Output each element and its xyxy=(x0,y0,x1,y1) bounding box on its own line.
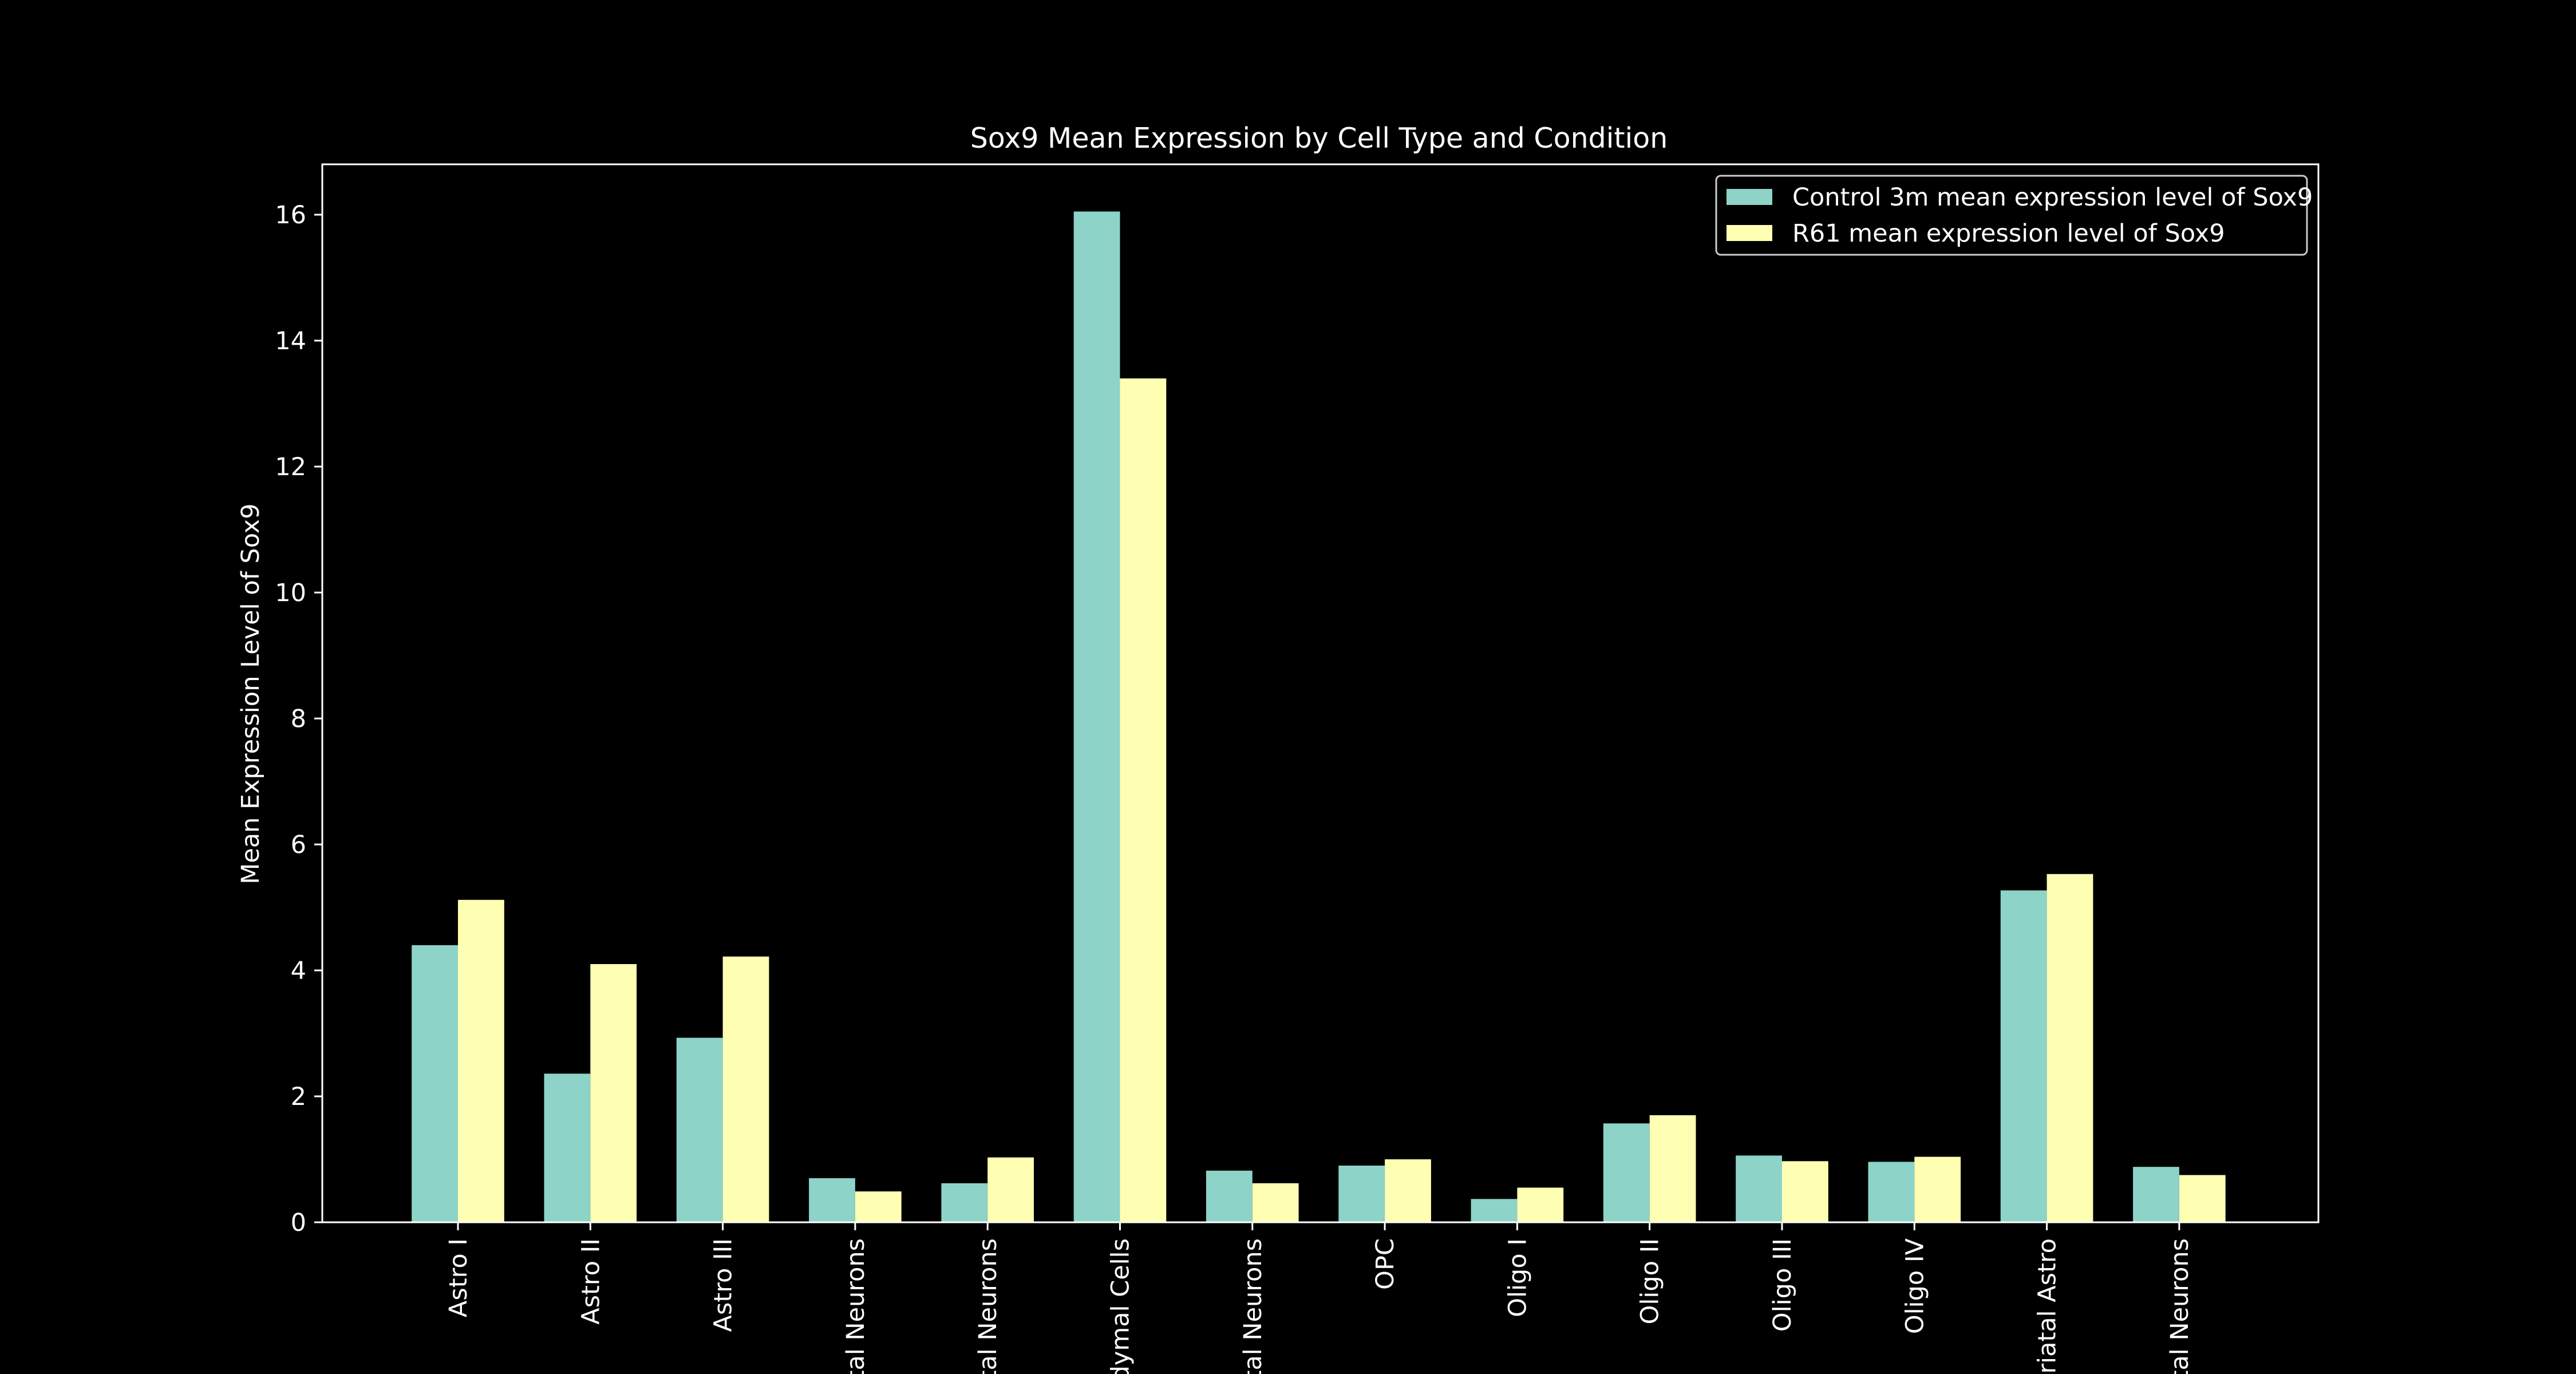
bar-series-1-1 xyxy=(412,945,458,1222)
bar-series-1-9 xyxy=(1471,1199,1518,1222)
x-tick-label: Astro II xyxy=(576,1238,605,1325)
y-tick-label: 12 xyxy=(275,453,306,481)
x-tick-label: dymal Cells xyxy=(1107,1238,1135,1374)
x-tick-label: Astro I xyxy=(444,1238,473,1317)
bar-series-2-12 xyxy=(1914,1156,1961,1222)
y-tick-label: 8 xyxy=(291,705,306,733)
bar-series-1-10 xyxy=(1603,1123,1650,1222)
y-tick-label: 14 xyxy=(275,327,306,356)
bar-series-1-5 xyxy=(941,1183,988,1222)
bar-series-1-3 xyxy=(676,1037,723,1222)
y-tick-label: 16 xyxy=(275,201,306,230)
bar-series-2-14 xyxy=(2179,1175,2226,1222)
bar-series-1-14 xyxy=(2133,1167,2179,1222)
x-tick-label: Astro III xyxy=(709,1238,738,1332)
bar-series-2-3 xyxy=(722,956,769,1222)
bar-series-1-7 xyxy=(1206,1170,1253,1222)
legend-label-2: R61 mean expression level of Sox9 xyxy=(1792,219,2225,248)
bar-series-2-4 xyxy=(855,1191,902,1222)
bar-series-2-1 xyxy=(458,899,504,1222)
bar-series-2-9 xyxy=(1517,1187,1564,1222)
legend: Control 3m mean expression level of Sox9… xyxy=(1715,175,2313,256)
legend-swatch-1 xyxy=(1726,189,1772,205)
bar-series-2-13 xyxy=(2046,874,2093,1222)
y-axis-label: Mean Expression Level of Sox9 xyxy=(236,503,265,884)
bars-layer xyxy=(412,211,2226,1222)
chart-title: Sox9 Mean Expression by Cell Type and Co… xyxy=(970,122,1668,155)
bar-series-2-11 xyxy=(1782,1161,1828,1222)
legend-swatch-2 xyxy=(1726,225,1772,241)
bar-series-1-13 xyxy=(2000,890,2047,1222)
y-tick-label: 6 xyxy=(291,831,306,859)
bar-series-2-8 xyxy=(1385,1159,1431,1222)
x-tick-label: triatal Astro xyxy=(2033,1238,2062,1374)
x-tick-label: Oligo III xyxy=(1768,1238,1797,1332)
bar-series-1-2 xyxy=(544,1073,591,1222)
y-tick-label: 2 xyxy=(291,1083,306,1111)
x-tick-label: Oligo IV xyxy=(1901,1238,1929,1334)
y-tick-label: 0 xyxy=(291,1209,306,1237)
bar-series-2-2 xyxy=(590,964,637,1222)
x-tick-label: Oligo I xyxy=(1503,1238,1532,1317)
y-tick-label: 10 xyxy=(275,579,306,607)
x-tick-label: Oligo II xyxy=(1636,1238,1665,1324)
axes-layer: 0 2 4 6 8 10 12 14 16 Astro I Astro II Astro III ita… xyxy=(275,163,2320,1374)
bar-series-1-6 xyxy=(1073,211,1120,1222)
legend-label-1: Control 3m mean expression level of Sox9 xyxy=(1792,183,2313,212)
x-tick-label: OPC xyxy=(1371,1238,1400,1290)
bar-series-1-8 xyxy=(1338,1166,1385,1222)
legend-box xyxy=(1715,175,2308,256)
bar-series-1-4 xyxy=(809,1178,855,1222)
plot-frame xyxy=(321,163,2320,1223)
bar-series-2-5 xyxy=(987,1157,1034,1222)
bar-series-1-12 xyxy=(1868,1162,1915,1222)
x-tick-label: tal Neurons xyxy=(1239,1238,1267,1374)
x-tick-label: tal Neurons xyxy=(2166,1238,2194,1374)
bar-series-2-10 xyxy=(1649,1115,1696,1222)
bar-series-2-6 xyxy=(1120,378,1167,1222)
y-tick-label: 4 xyxy=(291,957,306,985)
bar-series-1-11 xyxy=(1736,1155,1782,1222)
bar-series-2-7 xyxy=(1252,1183,1299,1222)
x-tick-label: tal Neurons xyxy=(974,1238,1002,1374)
x-tick-label: ital Neurons xyxy=(841,1238,870,1374)
